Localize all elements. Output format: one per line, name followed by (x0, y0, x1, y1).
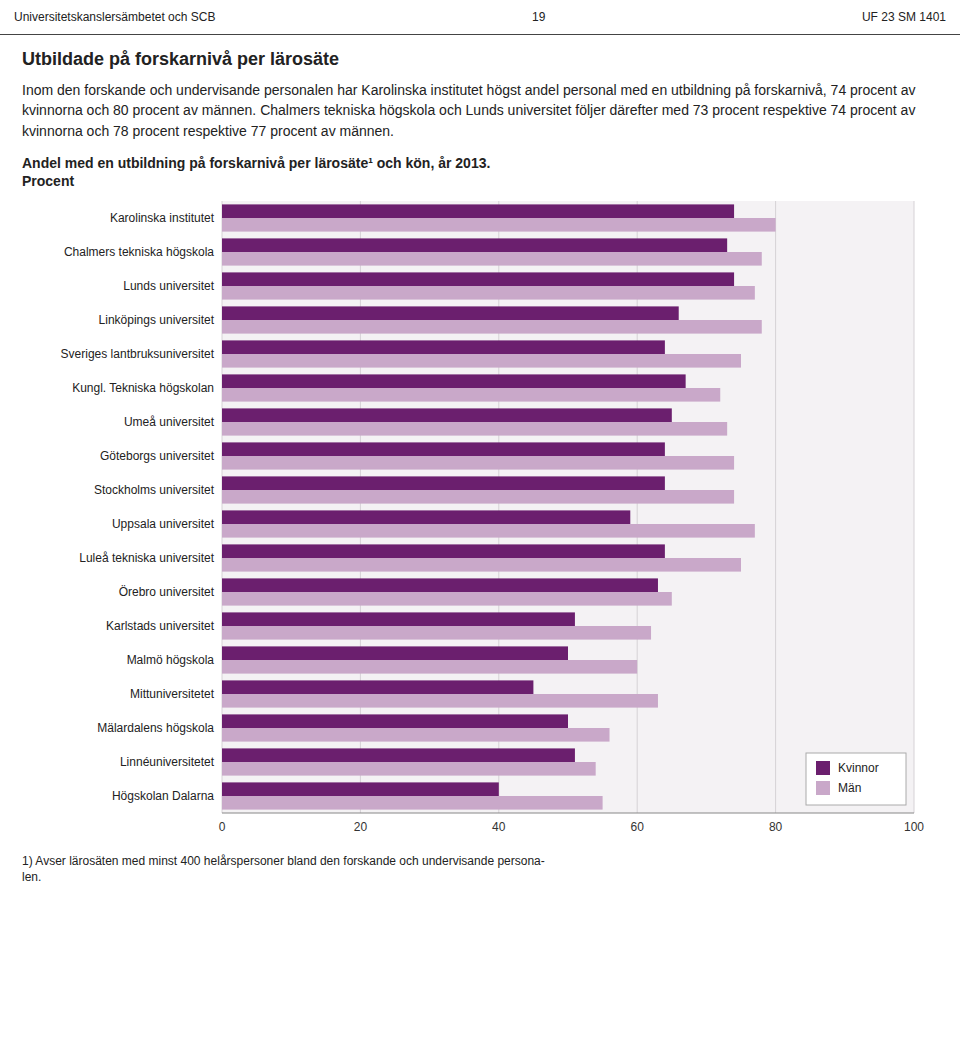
legend-label: Män (838, 781, 861, 795)
page-header: Universitetskanslersämbetet och SCB 19 UF … (0, 0, 960, 35)
bar (222, 456, 734, 470)
bar (222, 714, 568, 728)
y-tick-label: Karlstads universitet (106, 619, 215, 633)
y-tick-label: Stockholms universitet (94, 483, 215, 497)
bar (222, 320, 762, 334)
y-tick-label: Mittuniversitetet (130, 687, 215, 701)
chart: 0 20 40 60 80 100 Karolinska institutet Chalmer… (22, 193, 938, 843)
page-content: Utbildade på forskarnivå per lärosäte Ino… (0, 49, 960, 885)
bar (222, 524, 755, 538)
y-tick-label: Sveriges lantbruksuniversitet (61, 347, 215, 361)
bar (222, 442, 665, 456)
bar (222, 680, 533, 694)
bar (222, 286, 755, 300)
y-tick-label: Linnéuniversitetet (120, 755, 215, 769)
bar (222, 408, 672, 422)
y-tick-label: Uppsala universitet (112, 517, 215, 531)
page-number: 19 (532, 10, 545, 24)
y-tick-label: Umeå universitet (124, 415, 215, 429)
grid (222, 201, 914, 813)
legend-swatch (816, 761, 830, 775)
bar (222, 660, 637, 674)
y-tick-label: Malmö högskola (127, 653, 215, 667)
plot-area (222, 201, 914, 813)
chart-title: Andel med en utbildning på forskarnivå p… (22, 155, 938, 171)
grid-line (775, 201, 776, 813)
bar (222, 626, 651, 640)
y-tick-label: Mälardalens högskola (97, 721, 214, 735)
intro-text: Inom den forskande och undervisande pers… (22, 80, 938, 141)
bar (222, 558, 741, 572)
bar (222, 422, 727, 436)
bar (222, 544, 665, 558)
header-left: Universitetskanslersämbetet och SCB (14, 10, 215, 24)
y-tick-label: Linköpings universitet (99, 313, 215, 327)
bar (222, 238, 727, 252)
bar (222, 218, 776, 232)
bar (222, 694, 658, 708)
bar (222, 252, 762, 266)
bar (222, 204, 734, 218)
bar (222, 476, 665, 490)
legend-swatch (816, 781, 830, 795)
bars (222, 204, 776, 809)
y-tick-label: Högskolan Dalarna (112, 789, 214, 803)
bar (222, 272, 734, 286)
bar (222, 728, 610, 742)
y-tick-label: Örebro universitet (119, 585, 215, 599)
bar (222, 374, 686, 388)
bar (222, 388, 720, 402)
y-tick-label: Chalmers tekniska högskola (64, 245, 214, 259)
bar (222, 306, 679, 320)
bar (222, 762, 596, 776)
bar (222, 646, 568, 660)
bar (222, 490, 734, 504)
x-axis-line (222, 812, 914, 813)
bar (222, 592, 672, 606)
bar (222, 510, 630, 524)
x-tick-label: 0 (219, 820, 226, 834)
y-tick-label: Lunds universitet (123, 279, 214, 293)
bar (222, 796, 603, 810)
bar (222, 782, 499, 796)
x-tick-label: 60 (631, 820, 645, 834)
y-tick-label: Göteborgs universitet (100, 449, 215, 463)
heading: Utbildade på forskarnivå per lärosäte (22, 49, 938, 70)
bar (222, 354, 741, 368)
x-tick-label: 80 (769, 820, 783, 834)
header-right: UF 23 SM 1401 (862, 10, 946, 24)
x-tick-label: 100 (904, 820, 924, 834)
bar (222, 578, 658, 592)
footnote: 1) Avser lärosäten med minst 400 helårsp… (22, 853, 938, 885)
bar (222, 340, 665, 354)
legend-box (806, 753, 906, 805)
chart-subtitle: Procent (22, 173, 938, 189)
x-tick-label: 20 (354, 820, 368, 834)
bar (222, 612, 575, 626)
legend: Kvinnor Män (806, 753, 906, 805)
legend-label: Kvinnor (838, 761, 879, 775)
x-tick-label: 40 (492, 820, 506, 834)
y-tick-label: Karolinska institutet (110, 211, 215, 225)
y-tick-label: Kungl. Tekniska högskolan (72, 381, 214, 395)
bar (222, 748, 575, 762)
grid-line (914, 201, 915, 813)
y-tick-label: Luleå tekniska universitet (79, 551, 214, 565)
